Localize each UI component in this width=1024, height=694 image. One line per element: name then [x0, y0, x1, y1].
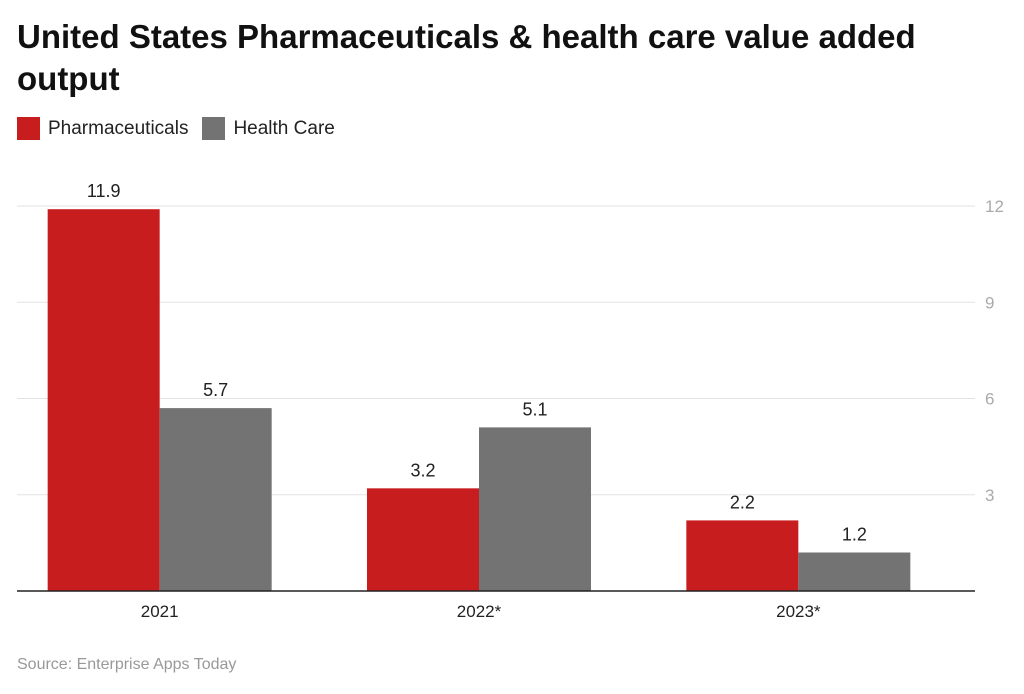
x-tick-label: 2022* — [457, 602, 502, 621]
data-label: 1.2 — [842, 525, 867, 545]
legend-label: Pharmaceuticals — [48, 117, 189, 139]
legend-item-health-care: Health Care — [202, 117, 335, 140]
y-tick-label: 12 — [985, 197, 1004, 216]
bar — [159, 408, 272, 591]
data-label: 3.2 — [410, 460, 435, 480]
chart-title: United States Pharmaceuticals & health c… — [17, 18, 916, 97]
bar — [798, 552, 911, 591]
data-label: 5.7 — [203, 380, 228, 400]
bar — [367, 488, 479, 591]
bar — [686, 520, 799, 591]
bar — [479, 427, 591, 591]
x-tick-label: 2021 — [141, 602, 179, 621]
data-label: 11.9 — [87, 181, 121, 201]
legend-swatch — [17, 117, 40, 140]
legend-item-pharmaceuticals: Pharmaceuticals — [17, 117, 188, 140]
data-label: 5.1 — [522, 399, 547, 419]
data-label: 2.2 — [730, 492, 755, 512]
x-tick-label: 2023* — [776, 602, 821, 621]
y-tick-label: 3 — [985, 486, 994, 505]
legend: Pharmaceuticals Health Care — [17, 117, 349, 140]
y-tick-label: 9 — [985, 293, 994, 312]
source-note: Source: Enterprise Apps Today — [17, 656, 237, 673]
legend-label: Health Care — [233, 117, 335, 139]
bar — [47, 209, 160, 592]
legend-swatch — [202, 117, 226, 140]
y-tick-label: 6 — [985, 390, 994, 409]
